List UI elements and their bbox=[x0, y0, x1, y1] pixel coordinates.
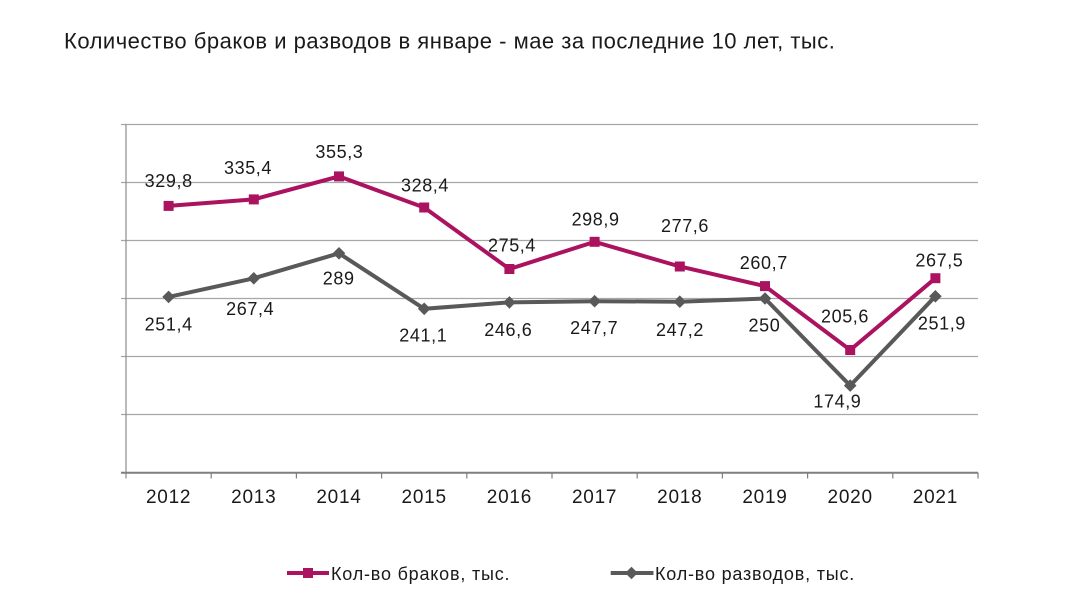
svg-text:267,5: 267,5 bbox=[915, 251, 963, 271]
svg-text:Кол-во разводов, тыс.: Кол-во разводов, тыс. bbox=[655, 564, 855, 584]
svg-text:2019: 2019 bbox=[742, 487, 787, 508]
svg-text:2014: 2014 bbox=[316, 487, 361, 508]
svg-text:335,4: 335,4 bbox=[224, 158, 272, 178]
svg-text:Количество браков и разводов в: Количество браков и разводов в январе - … bbox=[64, 29, 835, 54]
svg-text:174,9: 174,9 bbox=[813, 392, 861, 412]
svg-text:2012: 2012 bbox=[146, 487, 191, 508]
svg-text:260,7: 260,7 bbox=[740, 253, 788, 273]
svg-text:246,6: 246,6 bbox=[484, 320, 532, 340]
svg-text:251,9: 251,9 bbox=[918, 314, 966, 334]
svg-text:355,3: 355,3 bbox=[315, 142, 363, 162]
svg-text:289: 289 bbox=[323, 268, 355, 288]
svg-text:298,9: 298,9 bbox=[572, 209, 620, 229]
svg-text:275,4: 275,4 bbox=[488, 236, 536, 256]
svg-text:251,4: 251,4 bbox=[145, 315, 193, 335]
svg-text:328,4: 328,4 bbox=[401, 176, 449, 196]
svg-text:241,1: 241,1 bbox=[399, 326, 447, 346]
svg-text:205,6: 205,6 bbox=[821, 307, 869, 327]
svg-text:250: 250 bbox=[748, 315, 780, 335]
svg-text:247,2: 247,2 bbox=[656, 320, 704, 340]
svg-text:2015: 2015 bbox=[402, 487, 447, 508]
svg-text:277,6: 277,6 bbox=[661, 216, 709, 236]
svg-text:267,4: 267,4 bbox=[226, 299, 274, 319]
svg-text:2016: 2016 bbox=[487, 487, 532, 508]
svg-text:Кол-во браков, тыс.: Кол-во браков, тыс. bbox=[331, 564, 510, 584]
svg-text:2013: 2013 bbox=[231, 487, 276, 508]
svg-text:2018: 2018 bbox=[657, 487, 702, 508]
svg-text:2020: 2020 bbox=[828, 487, 873, 508]
svg-text:247,7: 247,7 bbox=[570, 318, 618, 338]
svg-text:2021: 2021 bbox=[913, 487, 958, 508]
svg-text:329,8: 329,8 bbox=[145, 171, 193, 191]
svg-text:2017: 2017 bbox=[572, 487, 617, 508]
